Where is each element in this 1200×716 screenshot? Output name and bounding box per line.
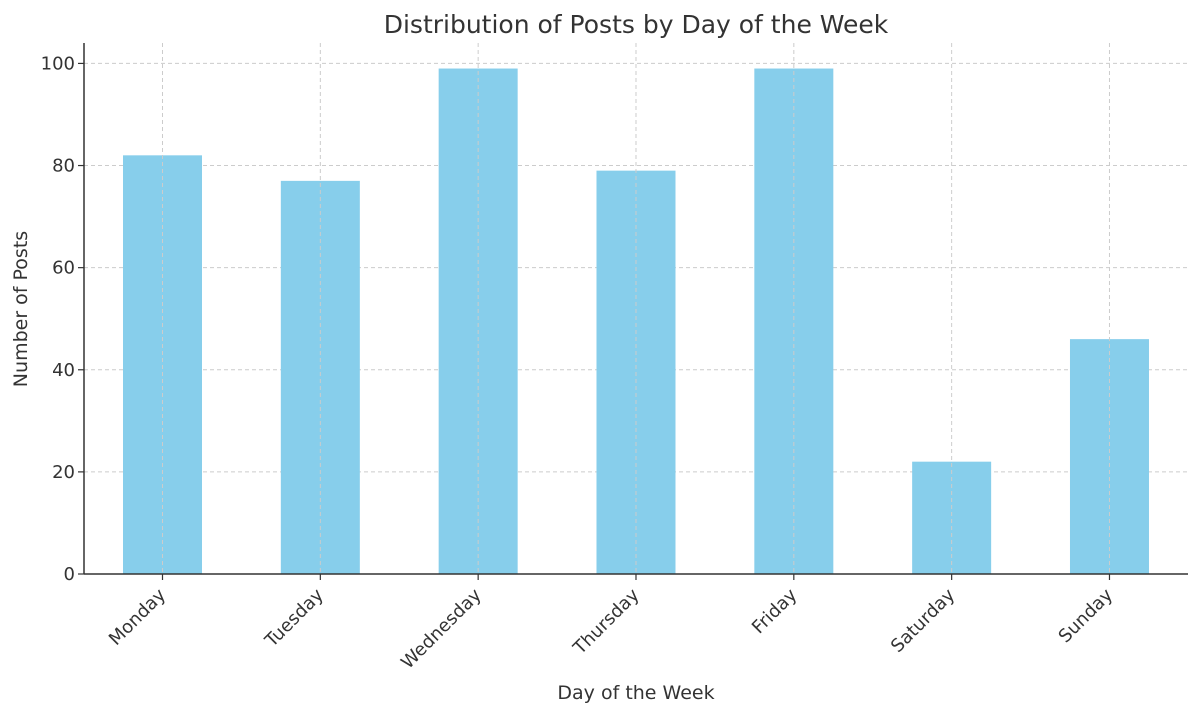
x-tick-label: Sunday <box>1055 584 1118 647</box>
x-ticks: Monday Tuesday Wednesday Thursday Friday Satu… <box>105 574 1117 673</box>
x-tick-label: Wednesday <box>397 584 486 673</box>
y-ticks: 0 20 40 60 80 100 <box>41 53 84 585</box>
x-tick-label: Thursday <box>569 584 644 659</box>
y-tick-label: 40 <box>52 360 75 381</box>
chart-title: Distribution of Posts by Day of the Week <box>384 10 889 39</box>
x-tick-label: Tuesday <box>261 584 329 652</box>
x-tick-label: Saturday <box>887 584 959 656</box>
x-grid <box>162 43 1110 574</box>
y-tick-label: 20 <box>52 462 75 483</box>
y-tick-label: 60 <box>52 258 75 279</box>
y-tick-label: 100 <box>41 53 75 74</box>
x-tick-label: Friday <box>748 584 802 638</box>
y-axis-label: Number of Posts <box>10 231 32 387</box>
y-tick-label: 0 <box>64 564 75 585</box>
x-axis-label: Day of the Week <box>557 682 714 704</box>
y-tick-label: 80 <box>52 156 75 177</box>
bar-friday <box>754 68 834 575</box>
bar-wednesday <box>438 68 518 575</box>
x-tick-label: Monday <box>105 584 170 649</box>
